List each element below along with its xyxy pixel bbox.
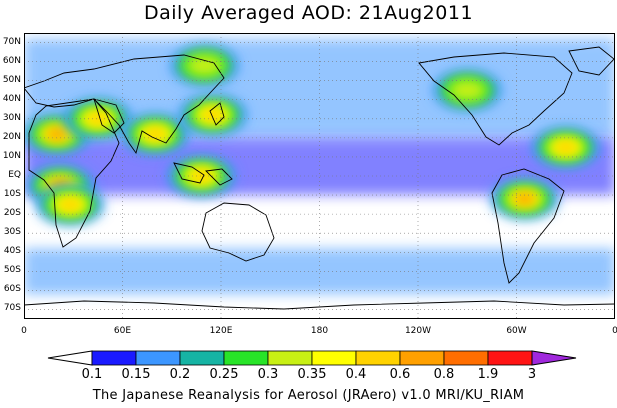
aod-blob	[45, 127, 69, 141]
latitude-label: EQ	[8, 170, 21, 180]
aod-blob	[448, 79, 487, 102]
latitude-label: 10N	[2, 150, 21, 161]
longitude-label: 120E	[209, 326, 233, 336]
longitude-label: 60W	[506, 326, 527, 336]
latitude-label: 40N	[2, 93, 21, 104]
colorbar-tick-label: 0.4	[345, 367, 367, 382]
colorbar-segment	[487, 350, 533, 366]
colorbar-tick-label: 0.3	[257, 367, 279, 382]
latitude-label: 70S	[3, 303, 21, 314]
japan-coast	[209, 102, 225, 126]
latitude-label: 50S	[3, 265, 21, 276]
longitude-label: 60E	[113, 326, 132, 336]
aod-blob	[185, 54, 224, 77]
latitude-label: 70N	[2, 36, 21, 47]
longitude-label: 180	[310, 326, 329, 336]
longitude-label: 0	[612, 326, 617, 336]
colorbar-tick-label: 0.1	[81, 367, 103, 382]
greenland-coast	[568, 46, 615, 76]
map-title: Daily Averaged AOD: 21Aug2011	[143, 2, 474, 24]
lat-lon-grid	[24, 33, 615, 319]
colorbar-max-triangle	[531, 350, 577, 366]
colorbar-segment	[223, 350, 269, 366]
aod-blob	[513, 192, 537, 206]
colorbar-segment	[267, 350, 313, 366]
aod-blob	[58, 197, 82, 212]
colorbar-tick-label: 0.6	[389, 367, 411, 382]
north-america-coast	[418, 52, 573, 146]
colorbar-min-triangle	[47, 350, 93, 366]
aod-blob	[201, 108, 225, 122]
colorbar-tick-label: 0.15	[121, 367, 151, 382]
colorbar-segment	[179, 350, 225, 366]
colorbar-tick-label: 0.35	[297, 367, 327, 382]
latitude-label: 60N	[2, 55, 21, 66]
aod-blob	[86, 112, 110, 126]
latitude-label: 10S	[3, 189, 21, 200]
latitude-label: 50N	[2, 74, 21, 85]
colorbar-segment	[135, 350, 181, 366]
latitude-label: 30S	[3, 227, 21, 238]
latitude-label: 20N	[2, 131, 21, 142]
aod-map-canvas	[24, 33, 615, 319]
antarctica-coast	[24, 300, 615, 310]
south-america-coast	[491, 168, 565, 284]
colorbar-segment	[399, 350, 445, 366]
indonesia-coast	[173, 162, 233, 186]
colorbar-segment	[355, 350, 401, 366]
europe-asia-coast	[24, 54, 225, 155]
colorbar-segment	[91, 350, 137, 366]
latitude-label: 60S	[3, 284, 21, 295]
colorbar-tick-label: 1.9	[477, 367, 499, 382]
australia-coast	[201, 202, 275, 262]
coastlines	[24, 46, 615, 310]
credit-line: The Japanese Reanalysis for Aerosol (JRA…	[92, 388, 525, 403]
colorbar-segment	[311, 350, 357, 366]
latitude-label: 20S	[3, 208, 21, 219]
aod-map	[24, 33, 615, 319]
map-border	[24, 33, 615, 319]
africa-coast	[28, 98, 120, 248]
longitude-label: 120W	[404, 326, 432, 336]
latitude-label: 30N	[2, 112, 21, 123]
colorbar-tick-label: 0.25	[209, 367, 239, 382]
colorbar-tick-label: 0.8	[433, 367, 455, 382]
arabia-coast	[93, 98, 125, 134]
latitude-label: 40S	[3, 246, 21, 257]
aod-field	[24, 38, 615, 295]
colorbar-tick-label: 3	[527, 367, 537, 382]
aod-blob	[143, 127, 167, 141]
longitude-label: 0	[21, 326, 27, 336]
colorbar-segment	[443, 350, 489, 366]
colorbar-tick-label: 0.2	[169, 367, 191, 382]
aod-blob	[554, 140, 578, 155]
